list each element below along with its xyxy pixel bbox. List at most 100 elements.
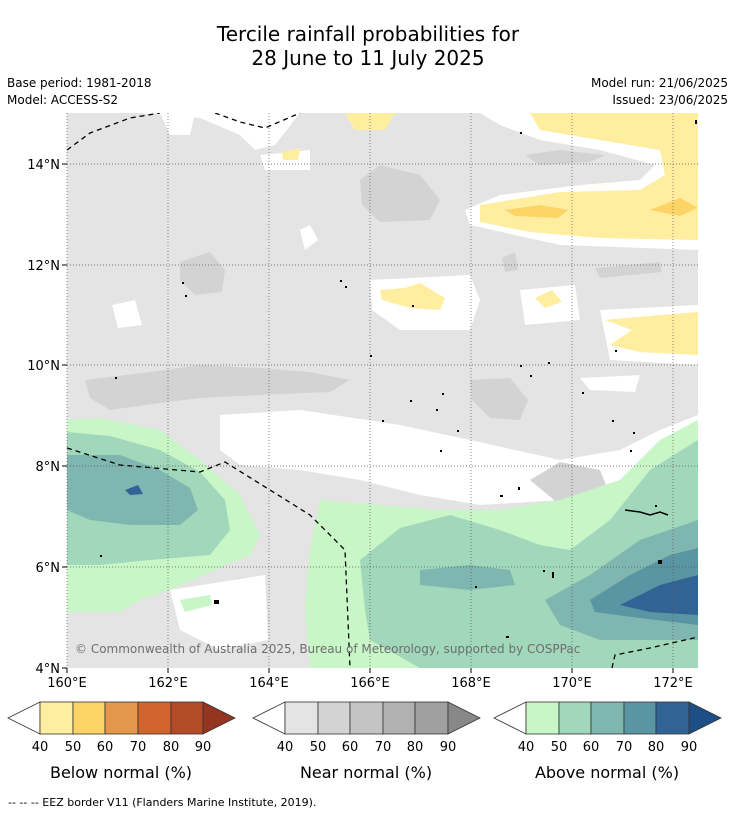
colorbar-cell — [590, 701, 625, 735]
lat-label: 8°N — [36, 460, 61, 475]
model-run: Model run: 21/06/2025 — [590, 76, 728, 90]
below-normal-40-patch-2 — [535, 290, 562, 308]
lat-label: 4°N — [36, 662, 61, 677]
chart-title: Tercile rainfall probabilities for 28 Ju… — [0, 22, 736, 70]
colorbar-tick: 50 — [310, 740, 327, 755]
lon-label: 164°E — [249, 676, 289, 691]
lat-label: 6°N — [36, 561, 61, 576]
below-normal-50-patch-2 — [650, 198, 698, 216]
colorbar-tick: 50 — [65, 740, 82, 755]
white-spot-3 — [112, 300, 142, 328]
colorbar-cell — [493, 701, 527, 735]
colorbar-cell — [382, 701, 416, 735]
near-normal-50-band — [85, 365, 350, 410]
map-plot-area — [67, 113, 698, 668]
colorbar-tick: 90 — [681, 740, 698, 755]
islands — [100, 120, 697, 638]
colorbars: 40 50 60 70 80 90 Below normal (%) 40 50… — [7, 701, 722, 782]
colorbar-above-normal: 40 50 60 70 80 90 Above normal (%) — [493, 701, 722, 782]
below-normal-40-small — [282, 148, 300, 160]
colorbar-cell — [72, 701, 106, 735]
colorbar-below-normal: 40 50 60 70 80 90 Below normal (%) — [7, 701, 236, 782]
white-spot-2 — [160, 113, 195, 135]
above-normal-80-spot — [125, 485, 143, 495]
above-normal-40-small — [180, 595, 212, 612]
colorbar-cell — [447, 701, 481, 735]
meta-left: Base period: 1981-2018 Model: ACCESS-S2 — [7, 75, 152, 109]
colorbar-tick: 80 — [648, 740, 665, 755]
colorbar-cell — [317, 701, 351, 735]
colorbar-tick: 50 — [551, 740, 568, 755]
model-name: Model: ACCESS-S2 — [7, 93, 119, 107]
white-spot-1 — [300, 225, 318, 250]
above-normal-60-east-1 — [420, 565, 515, 590]
colorbar-tick: 40 — [518, 740, 535, 755]
colorbar-tick: 60 — [583, 740, 600, 755]
near-normal-50-patch-2 — [180, 252, 225, 295]
title-line-1: Tercile rainfall probabilities for — [216, 22, 520, 46]
colorbar-near-normal: 40 50 60 70 80 90 Near normal (%) — [252, 701, 481, 782]
white-spot-4 — [580, 375, 640, 392]
near-normal-50-patch-1 — [360, 165, 440, 222]
eez-footnote: -- -- -- EEZ border V11 (Flanders Marine… — [8, 796, 317, 809]
lon-label: 160°E — [47, 676, 87, 691]
near-normal-50-patch-3 — [470, 378, 528, 420]
island-chain — [624, 509, 669, 516]
colorbar-cell — [284, 701, 319, 735]
colorbar-cell — [558, 701, 592, 735]
colorbar-cell — [7, 701, 41, 735]
title-line-2: 28 June to 11 July 2025 — [251, 46, 485, 70]
above-normal-80-east — [620, 575, 698, 615]
colorbar-cell — [688, 701, 722, 735]
colorbar-tick: 90 — [440, 740, 457, 755]
lat-label: 14°N — [27, 158, 60, 173]
white-area-sw — [170, 575, 268, 650]
lon-label: 166°E — [350, 676, 390, 691]
near-normal-50-patch-7 — [502, 252, 518, 272]
base-period: Base period: 1981-2018 — [7, 76, 152, 90]
colorbar-tick: 70 — [375, 740, 392, 755]
lon-label: 168°E — [451, 676, 491, 691]
colorbar-title: Below normal (%) — [50, 763, 192, 782]
colorbar-cell — [104, 701, 139, 735]
axis-ticks — [62, 163, 674, 673]
colorbar-tick: 80 — [163, 740, 180, 755]
lon-labels: 160°E 162°E 164°E 166°E 168°E 170°E 172°… — [47, 676, 693, 691]
lon-label: 170°E — [552, 676, 592, 691]
colorbar-tick: 90 — [195, 740, 212, 755]
colorbar-tick: 80 — [407, 740, 424, 755]
lon-label: 172°E — [653, 676, 693, 691]
colorbar-tick: 40 — [32, 740, 49, 755]
colorbar-cell — [525, 701, 560, 735]
lat-labels: 14°N 12°N 10°N 8°N 6°N 4°N — [27, 158, 60, 677]
eez-borders — [67, 113, 698, 668]
colorbar-tick: 70 — [616, 740, 633, 755]
below-normal-40-patch-3 — [605, 312, 698, 355]
colorbar-tick: 60 — [97, 740, 114, 755]
near-normal-50-patch-5 — [525, 150, 605, 165]
colorbar-tick: 40 — [277, 740, 294, 755]
colorbar-cell — [252, 701, 286, 735]
below-normal-50-patch-1 — [505, 205, 568, 218]
copyright-notice: © Commonwealth of Australia 2025, Bureau… — [75, 642, 580, 656]
below-normal-40-n — [345, 113, 395, 130]
colorbar-cell — [655, 701, 690, 735]
colorbar-tick: 60 — [342, 740, 359, 755]
colorbar-cell — [414, 701, 449, 735]
colorbar-title: Above normal (%) — [535, 763, 679, 782]
meta-right: Model run: 21/06/2025 Issued: 23/06/2025 — [591, 75, 728, 109]
near-normal-50-patch-6 — [595, 262, 662, 278]
colorbar-cell — [202, 701, 236, 735]
colorbar-tick: 70 — [130, 740, 147, 755]
lon-label: 162°E — [148, 676, 188, 691]
colorbar-cell — [170, 701, 204, 735]
colorbar-title: Near normal (%) — [300, 763, 432, 782]
colorbar-cell — [137, 701, 172, 735]
lat-label: 12°N — [27, 259, 60, 274]
issued-date: Issued: 23/06/2025 — [612, 93, 728, 107]
colorbar-cell — [349, 701, 384, 735]
colorbar-cell — [623, 701, 657, 735]
lat-label: 10°N — [27, 359, 60, 374]
map-gridlines — [66, 113, 698, 668]
